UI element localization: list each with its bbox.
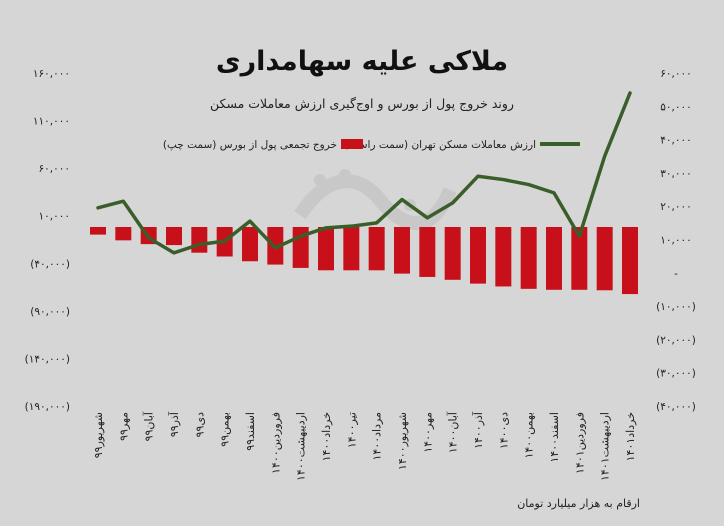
right-axis-tick: ۳۰,۰۰۰ [660,168,692,180]
bar [343,227,360,271]
right-axis-tick: ۲۰,۰۰۰ [660,201,692,213]
bar [495,227,512,287]
bar [622,227,638,295]
left-axis-tick: (۱۹۰,۰۰۰) [25,401,70,413]
category-label: آبان۹۹ [142,411,156,441]
category-label: دی۹۹ [193,412,206,437]
bar [90,227,106,235]
bar [571,227,588,290]
category-label: شهریور۹۹ [92,412,105,458]
right-axis-tick: (۴۰,۰۰۰) [656,401,696,413]
right-axis-tick: ۱۰,۰۰۰ [660,235,692,247]
bar [596,227,613,291]
left-axis-tick: ۱۱۰,۰۰۰ [33,116,70,128]
bar [191,227,208,253]
category-label: آبان۱۴۰۰ [446,411,460,453]
category-label: خرداد۱۴۰۰ [320,412,333,461]
bar [444,227,461,280]
left-axis-tick: (۹۰,۰۰۰) [30,306,70,318]
right-axis-tick: ۶۰,۰۰۰ [660,68,692,80]
right-axis-tick: (۳۰,۰۰۰) [656,368,696,380]
category-label: فروردین۱۴۰۰ [269,412,282,474]
right-axis-tick: (۱۰,۰۰۰) [656,301,696,313]
chart-subtitle: روند خروج پول از بورس و اوج‌گیری ارزش مع… [210,96,514,112]
watermark [294,169,457,231]
bar [546,227,562,290]
unit-note: ارقام به هزار میلیارد تومان [517,497,640,510]
left-axis-tick: ۱۰,۰۰۰ [38,211,70,223]
chart-title: ملاکی علیه سهامداری [216,46,508,77]
category-label: اردیبهشت۱۴۰۰ [295,412,308,481]
legend-label-outflow: خروج تجمعی پول از بورس (سمت چپ) [163,139,337,151]
category-label: بهمن۹۹ [219,412,232,447]
right-axis-tick: ۵۰,۰۰۰ [660,101,692,113]
category-label: خرداد۱۴۰۱ [624,412,637,461]
category-label: اردیبهشت۱۴۰۱ [599,412,612,481]
category-label: اسفند۱۴۰۰ [548,412,561,463]
bar [368,227,385,271]
category-label: مهر۹۹ [117,412,130,441]
category-label: آذر۱۴۰۰ [471,411,485,449]
left-axis-tick: ۶۰,۰۰۰ [38,163,70,175]
legend-bar-swatch [341,139,363,149]
bar [242,227,258,262]
legend-label-housing: ارزش معاملات مسکن تهران (سمت راست) [344,139,536,151]
bar [470,227,486,284]
right-axis-tick: (۲۰,۰۰۰) [656,334,696,346]
bar [115,227,132,241]
category-label: اسفند۹۹ [244,412,257,451]
housing-value-line [96,91,632,255]
right-axis-tick: - [674,268,678,280]
category-label: بهمن۱۴۰۰ [523,412,536,459]
category-label: تیر۱۴۰۰ [345,412,358,448]
bar [166,227,182,246]
left-axis-tick: (۱۴۰,۰۰۰) [25,353,70,365]
category-label: دی۱۴۰۰ [497,412,510,449]
category-label: شهریور۱۴۰۰ [396,412,409,470]
category-label: مهر۱۴۰۰ [421,412,434,453]
category-label: مرداد۱۴۰۰ [371,412,384,461]
category-label: آذر۹۹ [167,411,181,437]
right-axis-tick: ۴۰,۰۰۰ [660,135,692,147]
legend: ارزش معاملات مسکن تهران (سمت راست) خروج … [163,139,580,151]
bar [419,227,436,277]
category-label: فروردین۱۴۰۱ [573,412,586,474]
bar [394,227,410,274]
bar [520,227,537,289]
left-axis-tick: ۱۶۰,۰۰۰ [33,68,70,80]
bar [318,227,334,271]
left-axis-tick: (۴۰,۰۰۰) [30,258,70,270]
